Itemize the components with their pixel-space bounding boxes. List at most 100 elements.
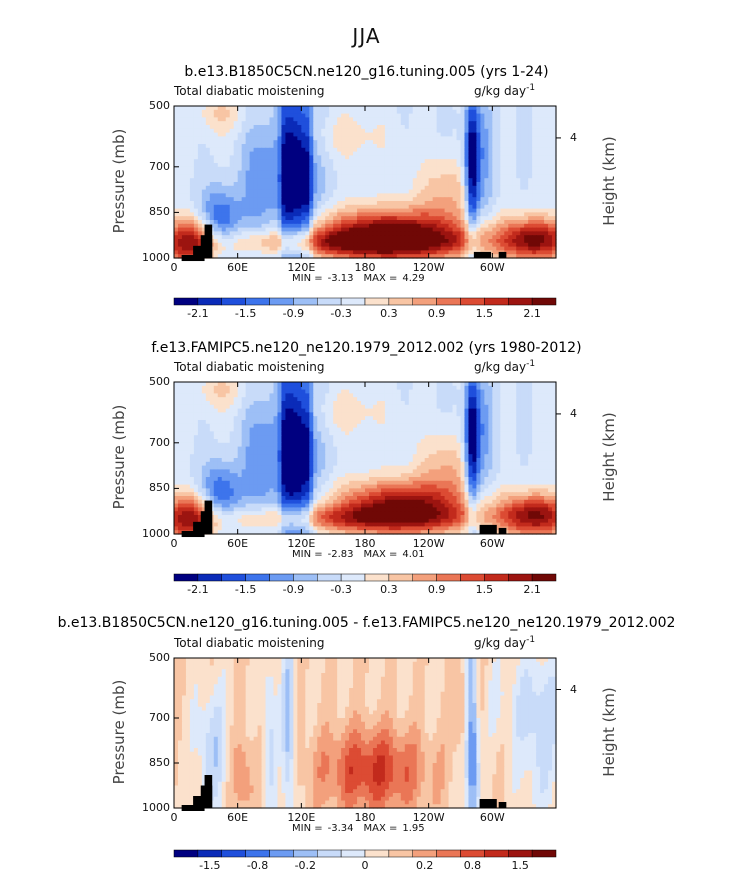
heatmap-cell [253,151,259,156]
heatmap-cell [404,393,410,398]
heatmap-cell [552,182,557,187]
heatmap-cell [233,204,239,210]
heatmap-cell [476,136,481,141]
heatmap-cell [337,246,342,251]
heatmap-cell [181,185,187,191]
heatmap-cell [329,182,334,187]
heatmap-cell [253,393,259,398]
heatmap-cell [480,201,485,206]
colorbar-label: 2.1 [523,307,541,320]
heatmap-cell [261,201,267,206]
heatmap-cell [309,174,314,179]
heatmap-cell [285,254,290,259]
heatmap-cell [520,246,525,251]
heatmap-cell [504,125,509,130]
heatmap-cell [237,151,243,156]
heatmap-cell [177,208,183,213]
heatmap-cell [261,178,267,183]
heatmap-cell [552,204,557,210]
heatmap-cell [448,223,454,229]
heatmap-cell [460,109,466,115]
heatmap-plot [173,381,561,538]
heatmap-cell [313,235,318,240]
heatmap-cell [349,170,354,175]
heatmap-cell [349,189,354,194]
heatmap-cell [241,420,247,425]
heatmap-cell [197,216,203,221]
heatmap-cell [325,182,330,187]
heatmap-cell [464,250,470,255]
heatmap-cell [297,254,302,259]
heatmap-cell [257,254,263,259]
heatmap-cell [460,227,466,232]
heatmap-cell [408,204,414,210]
heatmap-cell [424,208,430,213]
heatmap-cell [317,216,322,221]
heatmap-cell [189,178,195,183]
heatmap-cell [197,178,203,183]
heatmap-cell [524,397,529,402]
heatmap-cell [392,401,398,406]
heatmap-cell [432,404,438,410]
heatmap-cell [384,189,390,194]
heatmap-cell [174,132,179,137]
heatmap-cell [193,159,199,164]
heatmap-cell [357,128,362,134]
heatmap-cell [456,223,462,229]
heatmap-cell [253,182,259,187]
heatmap-cell [368,235,374,240]
heatmap-cell [281,136,287,141]
heatmap-cell [444,401,450,406]
heatmap-cell [536,155,541,160]
heatmap-cell [337,250,342,255]
heatmap-cell [197,185,203,191]
heatmap-cell [488,132,493,137]
heatmap-cell [400,220,406,225]
heatmap-cell [528,193,533,198]
heatmap-cell [237,117,243,122]
heatmap-cell [213,404,219,410]
heatmap-cell [205,216,211,221]
heatmap-cell [436,174,442,179]
heatmap-cell [225,193,231,198]
heatmap-cell [177,178,183,183]
heatmap-cell [213,223,219,229]
heatmap-cell [540,227,545,232]
heatmap-cell [548,166,553,172]
heatmap-cell [257,412,263,417]
heatmap-cell [209,193,215,198]
heatmap-cell [388,109,394,115]
heatmap-cell [185,235,191,240]
heatmap-cell [309,227,314,232]
heatmap-cell [313,416,318,421]
heatmap-cell [177,189,183,194]
heatmap-cell [181,420,187,425]
heatmap-cell [552,201,557,206]
heatmap-cell [512,193,517,198]
heatmap-cell [524,121,529,126]
heatmap-cell [321,113,326,118]
heatmap-cell [408,117,414,122]
heatmap-cell [416,125,422,130]
heatmap-cell [249,235,255,240]
heatmap-cell [321,155,326,160]
heatmap-cell [341,185,346,191]
heatmap-cell [444,159,450,164]
heatmap-cell [468,420,474,425]
heatmap-cell [488,242,493,248]
heatmap-cell [257,382,263,387]
heatmap-cell [440,254,446,259]
heatmap-cell [468,242,474,248]
heatmap-cell [368,197,374,202]
heatmap-cell [388,155,394,160]
heatmap-cell [488,193,493,198]
heatmap-cell [361,404,366,410]
heatmap-cell [488,113,493,118]
heatmap-cell [496,144,501,149]
heatmap-cell [488,166,493,172]
heatmap-cell [524,151,529,156]
heatmap-cell [181,136,187,141]
heatmap-cell [388,401,394,406]
heatmap-cell [361,125,366,130]
heatmap-cell [456,408,462,413]
